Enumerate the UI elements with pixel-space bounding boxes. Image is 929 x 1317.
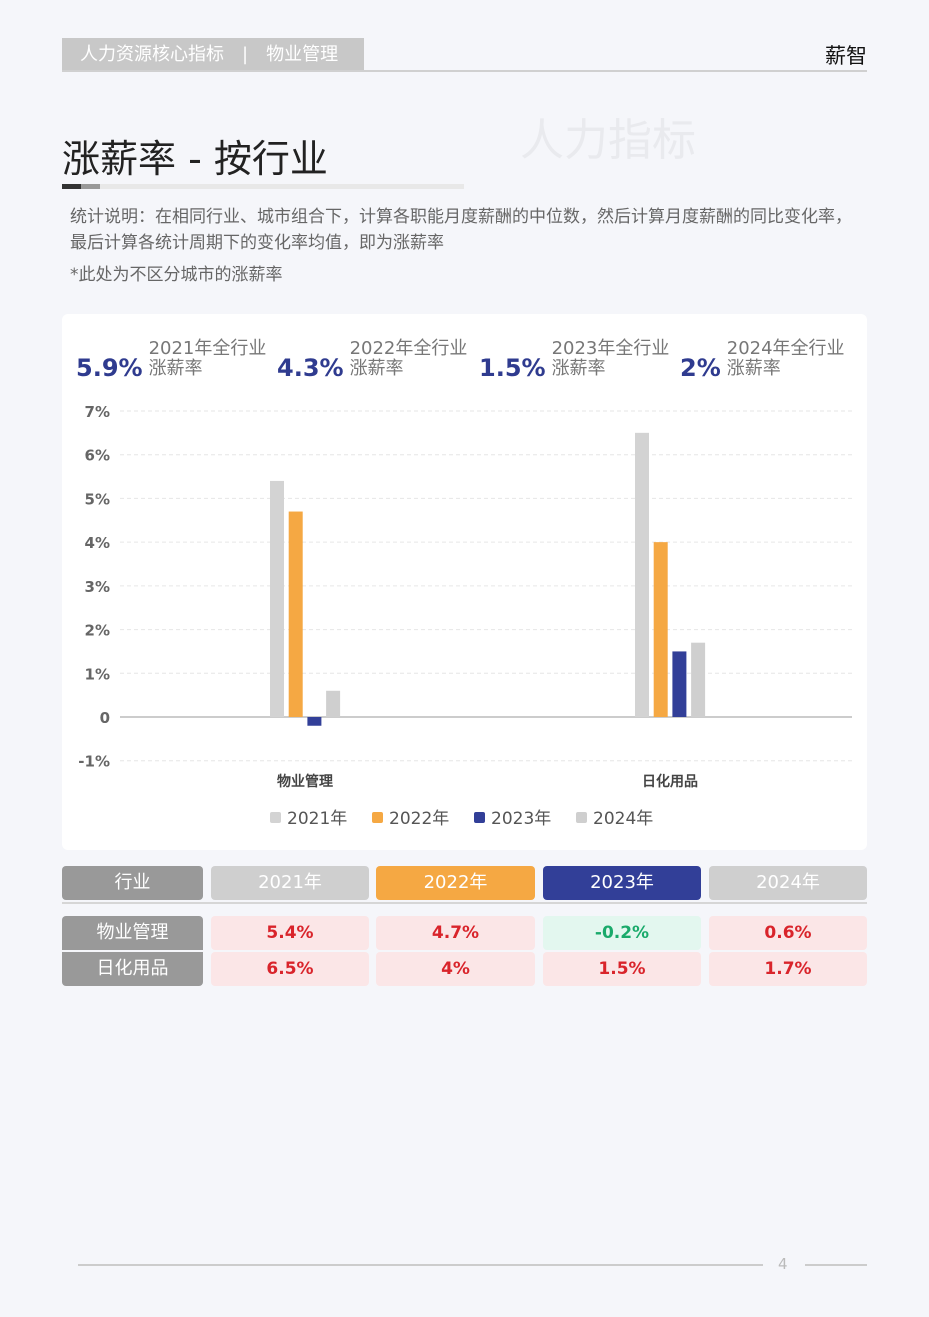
kpi-value: 1.5% xyxy=(479,354,546,382)
value-cell: 5.4% xyxy=(211,916,369,950)
value-cell: 6.5% xyxy=(211,952,369,986)
footer-line xyxy=(78,1264,763,1266)
kpi-label: 涨薪率 xyxy=(726,358,781,379)
page-number: 4 xyxy=(778,1255,788,1273)
header-cell: 行业 xyxy=(62,866,203,900)
kpi-label: 涨薪率 xyxy=(148,358,203,379)
note: *此处为不区分城市的涨薪率 xyxy=(70,265,283,285)
description: 统计说明：在相同行业、城市组合下，计算各职能月度薪酬的中位数，然后计算月度薪酬的… xyxy=(70,207,852,253)
header-divider xyxy=(62,70,867,72)
kpi-2021: 5.9% 2021年全行业 涨薪率 xyxy=(76,336,267,383)
value-cell: 0.6% xyxy=(709,916,867,950)
kpi-value: 4.3% xyxy=(277,354,344,382)
row-label: 日化用品 xyxy=(62,952,203,986)
kpi-2022: 4.3% 2022年全行业 涨薪率 xyxy=(277,336,468,383)
header-cell: 2024年 xyxy=(709,866,867,900)
kpi-label: 涨薪率 xyxy=(551,358,606,379)
kpi-label: 2021年全行业 xyxy=(148,338,267,359)
row-label: 物业管理 xyxy=(62,916,203,950)
description-block: 统计说明：在相同行业、城市组合下，计算各职能月度薪酬的中位数，然后计算月度薪酬的… xyxy=(70,204,860,308)
value-cell: 4% xyxy=(376,952,535,986)
header-cell: 2023年 xyxy=(543,866,701,900)
kpi-label: 2024年全行业 xyxy=(726,338,845,359)
brand-name: 薪智 xyxy=(825,44,867,68)
value-cell: 4.7% xyxy=(376,916,535,950)
table-divider xyxy=(62,902,867,904)
value-cell: 1.7% xyxy=(709,952,867,986)
kpi-value: 5.9% xyxy=(76,354,143,382)
kpi-label: 2023年全行业 xyxy=(551,338,670,359)
kpi-2024: 2% 2024年全行业 涨薪率 xyxy=(680,336,845,383)
kpi-label: 2022年全行业 xyxy=(349,338,468,359)
header-cell: 2021年 xyxy=(211,866,369,900)
value-cell: -0.2% xyxy=(543,916,701,950)
header-tag: 人力资源核心指标 | 物业管理 xyxy=(62,38,364,71)
kpi-label: 涨薪率 xyxy=(349,358,404,379)
chart-card: 5.9% 2021年全行业 涨薪率 4.3% 2022年全行业 涨薪率 1.5% 2023… xyxy=(62,314,867,850)
title-underline xyxy=(62,184,464,189)
value-cell: 1.5% xyxy=(543,952,701,986)
kpi-value: 2% xyxy=(680,354,721,382)
header-cell: 2022年 xyxy=(376,866,535,900)
ghost-title: 人力指标 xyxy=(520,115,696,166)
footer-line xyxy=(805,1264,867,1266)
kpi-2023: 1.5% 2023年全行业 涨薪率 xyxy=(479,336,670,383)
page-title: 涨薪率 - 按行业 xyxy=(62,137,328,181)
